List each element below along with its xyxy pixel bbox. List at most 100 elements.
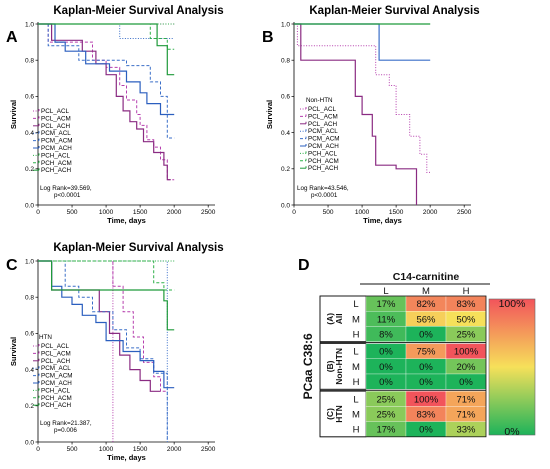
km-series-line	[38, 23, 175, 116]
legend-item: PCM_ACH	[41, 380, 72, 387]
x-tick-label: 2500	[457, 209, 472, 216]
y-tick-label: 0.0	[25, 202, 34, 209]
cell-value: 0%	[459, 377, 473, 388]
x-tick-label: 2500	[201, 446, 216, 453]
legend-item: PCL_ACL	[41, 343, 69, 350]
km-series-line	[38, 23, 175, 181]
x-tick-label: 0	[292, 209, 296, 216]
y-tick-label: 0.2	[25, 166, 34, 173]
x-tick-label: 2000	[423, 209, 438, 216]
cell-value: 75%	[416, 347, 436, 358]
cell-value: 100%	[454, 347, 479, 358]
x-tick-label: 1500	[133, 446, 148, 453]
y-tick-label: 0.6	[281, 94, 290, 101]
row-label: H	[353, 425, 360, 436]
row-label: H	[353, 377, 360, 388]
cell-value: 17%	[376, 425, 396, 436]
row-label: L	[353, 299, 358, 310]
panel-label-b: B	[262, 29, 274, 46]
cell-value: 25%	[456, 330, 476, 341]
cell-value: 33%	[456, 425, 476, 436]
row-label: M	[352, 410, 360, 421]
chart-title: Kaplan-Meier Survival Analysis	[53, 242, 223, 254]
km-series-line	[294, 23, 418, 205]
km-chart-b: Kaplan-Meier Survival Analysis 0 500 1000 15…	[265, 5, 480, 225]
legend-item: PCH_ACM	[41, 160, 72, 167]
y-tick-label: 0.8	[25, 58, 34, 65]
km-series-line	[38, 23, 175, 139]
column-label: H	[463, 286, 470, 297]
x-tick-label: 1500	[133, 209, 148, 216]
cell-value: 17%	[376, 299, 396, 310]
column-label: M	[422, 286, 430, 297]
cell-value: 20%	[456, 362, 476, 373]
km-series-line	[38, 260, 175, 331]
y-axis-label: Survival	[265, 100, 274, 129]
p-value-text: p=0.006	[54, 427, 77, 434]
row-label: M	[352, 314, 360, 325]
group-label-line: (A)	[325, 313, 335, 325]
x-tick-label: 1500	[389, 209, 404, 216]
y-tick-label: 0.8	[25, 295, 34, 302]
cell-value: 56%	[416, 314, 436, 325]
panel-label-d: D	[298, 257, 310, 274]
colorbar	[488, 298, 536, 436]
legend-item: PCH_ACH	[41, 167, 72, 174]
row-label: M	[352, 362, 360, 373]
legend-item: PCH_ACH	[41, 402, 72, 409]
y-tick-label: 0.2	[281, 166, 290, 173]
group-label-line: (B)	[325, 360, 335, 372]
y-tick-label: 1.0	[281, 21, 290, 28]
x-tick-label: 2500	[201, 209, 216, 216]
legend-item: PCM_ACL	[308, 128, 338, 135]
legend-item: PCM_ACM	[41, 373, 73, 380]
legend-item: PCL_ACL	[41, 108, 69, 115]
x-axis-label: Time, days	[363, 216, 402, 225]
x-tick-label: 2000	[167, 209, 182, 216]
legend-item: PCH_ACL	[308, 150, 338, 157]
cell-value: 11%	[377, 314, 396, 325]
legend-item: PCM_ACM	[308, 136, 340, 143]
km-series-line	[38, 23, 175, 76]
legend-item: PCL_ACM	[41, 115, 71, 122]
legend-item: PCH_ACL	[41, 152, 71, 159]
legend-item: PCL_ACH	[41, 358, 70, 365]
group-label-line: (C)	[325, 408, 335, 420]
y-tick-label: 0.6	[25, 94, 34, 101]
y-tick-label: 0.6	[25, 331, 34, 338]
x-axis-label: Time, days	[107, 453, 146, 462]
colorbar-max-label: 100%	[499, 298, 526, 310]
cell-value: 83%	[416, 410, 436, 421]
legend-item: PCL_ACM	[308, 113, 338, 120]
km-series-line	[38, 260, 114, 442]
heatmap-y-label: PCaa C38:6	[301, 333, 315, 399]
legend-item: PCL_ACL	[308, 106, 336, 113]
cell-value: 0%	[379, 362, 393, 373]
km-series-line	[38, 260, 175, 291]
chart-title: Kaplan-Meier Survival Analysis	[309, 5, 479, 17]
group-label-line: HTN	[334, 405, 344, 422]
panel-label-c: C	[6, 257, 18, 274]
cell-value: 71%	[456, 410, 476, 421]
x-tick-label: 1000	[99, 446, 114, 453]
cell-value: 0%	[419, 377, 433, 388]
x-tick-label: 500	[67, 446, 78, 453]
column-label: L	[383, 286, 388, 297]
km-chart-a: Kaplan-Meier Survival Analysis 0 500 1000 15…	[9, 5, 224, 225]
km-series-line	[38, 260, 168, 442]
p-value-text: p<0.0001	[54, 192, 81, 199]
x-tick-label: 500	[67, 209, 78, 216]
legend-item: PCM_ACH	[308, 143, 339, 150]
cell-value: 0%	[419, 330, 433, 341]
km-series-line	[38, 260, 175, 389]
cell-value: 0%	[379, 347, 393, 358]
row-label: L	[353, 394, 358, 405]
x-tick-label: 1000	[99, 209, 114, 216]
cell-value: 8%	[379, 330, 393, 341]
legend-item: PCL_ACM	[41, 350, 71, 357]
legend-item: PCH_ACL	[41, 387, 71, 394]
cell-value: 25%	[376, 410, 396, 421]
cell-value: 0%	[419, 425, 433, 436]
x-tick-label: 2000	[167, 446, 182, 453]
log-rank-text: Log Rank=39.569,	[40, 185, 92, 192]
